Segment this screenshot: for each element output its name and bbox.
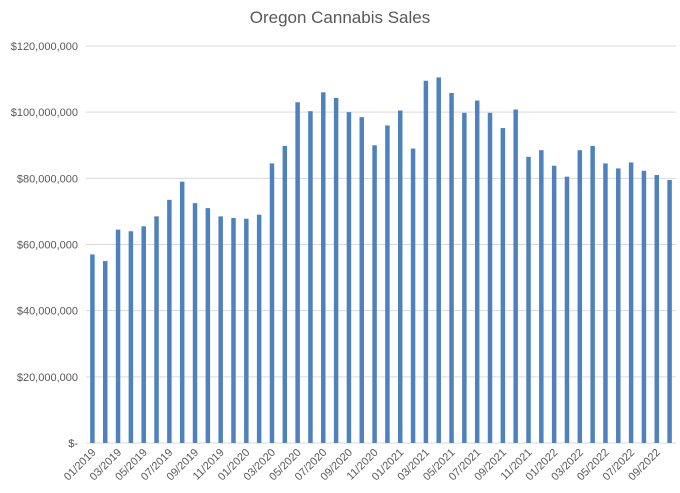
bar-03-2022 bbox=[577, 150, 583, 443]
bar-08-2020 bbox=[333, 97, 339, 444]
bar-03-2019 bbox=[115, 229, 121, 443]
y-tick-label-2: $40,000,000 bbox=[17, 306, 78, 318]
bar-10-2020 bbox=[359, 117, 365, 444]
bar-06-2020 bbox=[308, 111, 313, 443]
bar-09-2022 bbox=[654, 175, 660, 443]
bar-11-2021 bbox=[526, 156, 531, 443]
bar-10-2019 bbox=[205, 208, 211, 443]
bar-07-2022 bbox=[628, 162, 634, 443]
bar-12-2021 bbox=[539, 150, 544, 443]
bar-02-2022 bbox=[564, 176, 570, 443]
bar-10-2021 bbox=[513, 109, 518, 444]
y-tick-label-1: $20,000,000 bbox=[17, 372, 78, 384]
y-tick-label-0: $- bbox=[68, 438, 78, 450]
bar-12-2019 bbox=[231, 218, 236, 443]
bar-11-2019 bbox=[218, 216, 223, 443]
bar-04-2020 bbox=[282, 145, 288, 443]
bar-08-2019 bbox=[179, 181, 185, 443]
bar-05-2022 bbox=[603, 163, 608, 443]
bar-12-2020 bbox=[385, 125, 390, 444]
bar-06-2019 bbox=[154, 216, 159, 443]
bar-04-2019 bbox=[128, 231, 134, 443]
bar-05-2020 bbox=[295, 102, 300, 443]
y-tick-label-3: $60,000,000 bbox=[17, 240, 78, 252]
bar-09-2021 bbox=[500, 128, 506, 443]
bar-03-2020 bbox=[269, 163, 275, 443]
bar-03-2021 bbox=[423, 80, 429, 444]
bar-07-2021 bbox=[474, 100, 480, 444]
bar-01-2022 bbox=[551, 165, 557, 444]
bar-09-2019 bbox=[192, 203, 198, 443]
bar-11-2020 bbox=[372, 145, 377, 443]
bar-04-2022 bbox=[590, 145, 595, 443]
chart-title: Oregon Cannabis Sales bbox=[249, 8, 431, 27]
bar-08-2022 bbox=[641, 170, 647, 443]
bar-01-2021 bbox=[397, 110, 403, 443]
bar-02-2021 bbox=[410, 148, 416, 443]
bar-07-2019 bbox=[167, 199, 172, 443]
bar-10-2022 bbox=[667, 179, 672, 444]
bar-07-2020 bbox=[321, 92, 326, 444]
bar-09-2020 bbox=[346, 112, 352, 444]
bar-04-2021 bbox=[436, 77, 441, 443]
y-tick-label-6: $120,000,000 bbox=[11, 41, 78, 53]
bar-01-2019 bbox=[90, 254, 95, 443]
bar-06-2021 bbox=[462, 112, 467, 443]
bar-06-2022 bbox=[616, 168, 621, 444]
bar-02-2019 bbox=[102, 261, 108, 443]
y-tick-label-4: $80,000,000 bbox=[17, 173, 78, 185]
bar-05-2019 bbox=[141, 226, 146, 443]
bar-05-2021 bbox=[449, 92, 454, 443]
bar-08-2021 bbox=[487, 112, 493, 443]
bar-02-2020 bbox=[256, 214, 262, 443]
y-tick-label-5: $100,000,000 bbox=[11, 107, 78, 119]
bar-01-2020 bbox=[244, 218, 249, 443]
